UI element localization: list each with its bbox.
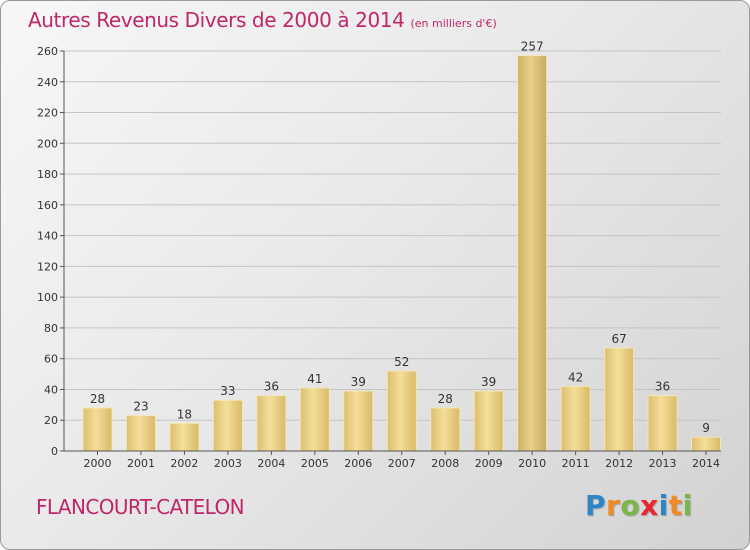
y-tick-label: 240 <box>37 76 58 89</box>
bar-value-label: 39 <box>481 375 496 389</box>
logo-letter: i <box>658 489 669 522</box>
bar-value-label: 36 <box>264 380 279 394</box>
bar-value-label: 39 <box>351 375 366 389</box>
x-tick-label: 2009 <box>475 457 503 470</box>
logo-letter: i <box>682 489 693 522</box>
x-tick-label: 2003 <box>214 457 242 470</box>
y-tick-label: 60 <box>44 353 58 366</box>
x-tick-label: 2011 <box>562 457 590 470</box>
y-tick-label: 80 <box>44 322 58 335</box>
bar-2013 <box>647 395 678 452</box>
bar-2003 <box>212 399 243 452</box>
bar-value-label: 41 <box>307 372 322 386</box>
x-tick-label: 2008 <box>431 457 459 470</box>
bar-2011 <box>560 385 591 452</box>
y-axis: 0 20 40 60 80 100 120 140 160 180 200 220 240 260 <box>37 45 65 458</box>
x-tick-label: 2004 <box>257 457 285 470</box>
logo-letter: P <box>585 489 607 522</box>
x-tick-label: 2010 <box>518 457 546 470</box>
bar-value-label: 28 <box>90 392 105 406</box>
logo-letter: o <box>620 489 641 522</box>
y-tick-label: 180 <box>37 168 58 181</box>
y-tick-label: 160 <box>37 199 58 212</box>
x-tick-label: 2012 <box>605 457 633 470</box>
bar-2001 <box>125 415 156 452</box>
bar-value-label: 28 <box>438 392 453 406</box>
logo-letter: x <box>640 489 659 522</box>
x-tick-label: 2006 <box>344 457 372 470</box>
bar-value-label: 9 <box>702 421 710 435</box>
bar-2014 <box>691 436 722 452</box>
y-tick-label: 220 <box>37 107 58 120</box>
x-tick-label: 2007 <box>388 457 416 470</box>
bar-2012 <box>604 347 635 452</box>
bar-value-label: 42 <box>568 370 583 384</box>
x-tick-label: 2002 <box>170 457 198 470</box>
y-tick-label: 120 <box>37 260 58 273</box>
bars: 28 23 18 33 36 41 39 52 28 39 257 42 67 36 9 <box>82 40 722 452</box>
y-tick-label: 20 <box>44 414 58 427</box>
y-tick-label: 200 <box>37 137 58 150</box>
x-tick-label: 2000 <box>84 457 112 470</box>
bar-value-label: 257 <box>521 40 544 54</box>
y-tick-label: 0 <box>51 445 58 458</box>
y-tick-label: 260 <box>37 45 58 58</box>
bar-2004 <box>256 395 287 452</box>
bar-2006 <box>343 390 374 452</box>
x-axis: 2000 2001 2002 2003 2004 2005 2006 2007 2008 2009… <box>64 450 721 470</box>
y-tick-label: 100 <box>37 291 58 304</box>
y-tick-label: 140 <box>37 230 58 243</box>
bar-2007 <box>386 370 417 452</box>
bar-2002 <box>169 422 200 452</box>
bar-value-label: 23 <box>133 400 148 414</box>
y-tick-label: 40 <box>44 383 58 396</box>
x-tick-label: 2014 <box>692 457 720 470</box>
commune-name: FLANCOURT-CATELON <box>36 495 245 519</box>
chart-title-main: Autres Revenus Divers de 2000 à 2014 <box>28 8 405 32</box>
bar-value-label: 36 <box>655 380 670 394</box>
bar-2009 <box>473 390 504 452</box>
logo-letter: t <box>668 489 683 522</box>
bar-2010 <box>517 55 548 452</box>
chart-title-unit: (en milliers d'€) <box>410 17 497 30</box>
x-tick-label: 2001 <box>127 457 155 470</box>
bar-value-label: 33 <box>220 384 235 398</box>
bar-value-label: 18 <box>177 407 192 421</box>
proxiti-logo[interactable]: Proxiti <box>585 489 693 522</box>
bar-2008 <box>430 407 461 452</box>
bar-2000 <box>82 407 113 452</box>
chart-title: Autres Revenus Divers de 2000 à 2014 (en … <box>28 8 497 32</box>
logo-letter: r <box>606 489 621 522</box>
bar-value-label: 52 <box>394 355 409 369</box>
x-tick-label: 2005 <box>301 457 329 470</box>
bar-value-label: 67 <box>611 332 626 346</box>
bar-2005 <box>299 387 330 452</box>
x-tick-label: 2013 <box>649 457 677 470</box>
